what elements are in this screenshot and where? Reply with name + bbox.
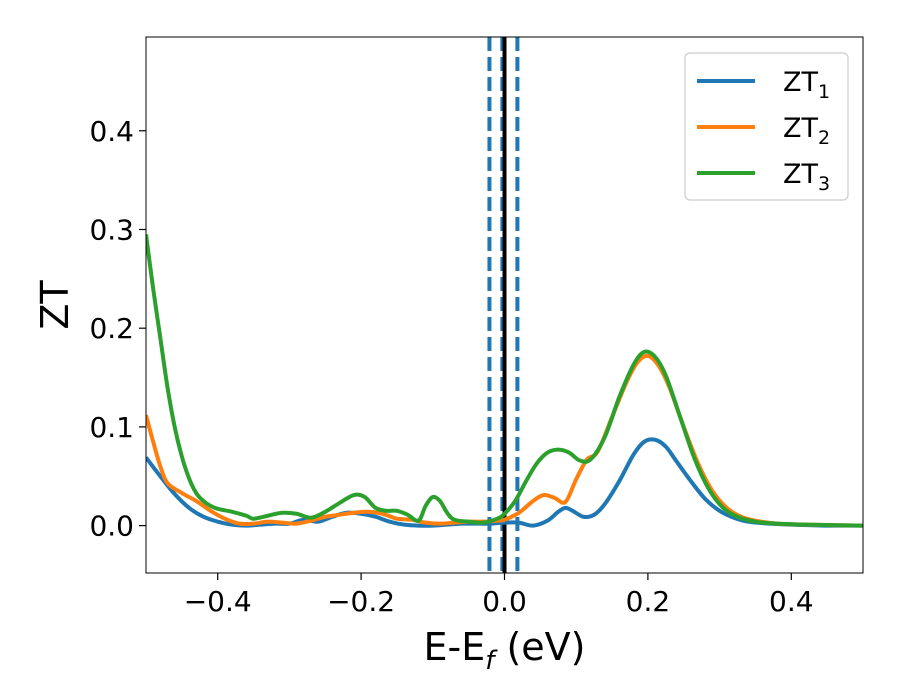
y-axis-label: ZT (33, 280, 77, 330)
fermi-reference-lines (487, 37, 520, 573)
legend-box (684, 52, 849, 201)
series-line-zt1 (146, 437, 863, 528)
legend-label-zt1: ZT1 (783, 67, 830, 103)
legend-label-zt2: ZT2 (783, 113, 830, 149)
y-axis-ticks: 0.0 0.1 0.2 0.3 0.4 (89, 115, 146, 543)
y-tick-label: 0.4 (89, 115, 134, 148)
x-tick-label: 0.0 (482, 585, 527, 618)
y-tick-label: 0.1 (89, 411, 134, 444)
y-tick-label: 0.3 (89, 213, 134, 246)
x-tick-label: −0.4 (184, 585, 252, 618)
x-axis-label: E-Ef (eV) (424, 625, 586, 676)
legend-label-zt3: ZT3 (783, 159, 830, 195)
legend: ZT1 ZT2 ZT3 (684, 52, 849, 201)
series-line-zt3 (146, 234, 863, 528)
series-lines (146, 234, 863, 528)
y-tick-label: 0.0 (89, 510, 134, 543)
x-tick-label: 0.2 (626, 585, 671, 618)
y-tick-label: 0.2 (89, 312, 134, 345)
x-tick-label: 0.4 (769, 585, 814, 618)
x-axis-ticks: −0.4 −0.2 0.0 0.2 0.4 (184, 573, 814, 618)
x-tick-label: −0.2 (327, 585, 395, 618)
